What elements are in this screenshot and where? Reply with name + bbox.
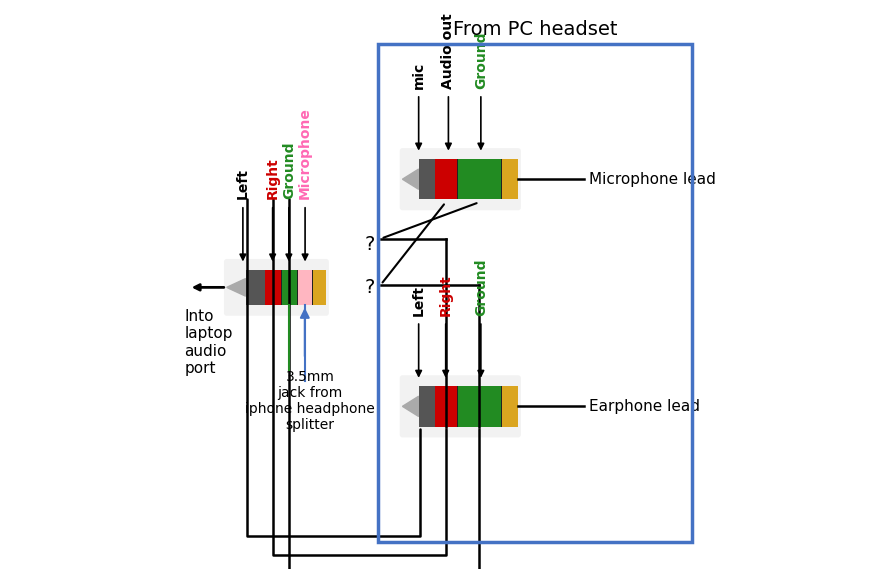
- Bar: [419, 159, 435, 199]
- Bar: [502, 159, 518, 199]
- Polygon shape: [402, 396, 419, 417]
- Text: Right: Right: [439, 274, 453, 316]
- Bar: [282, 270, 297, 305]
- Text: ______: ______: [289, 406, 331, 421]
- Text: Right: Right: [266, 158, 280, 200]
- Text: Ground: Ground: [474, 31, 488, 88]
- Polygon shape: [402, 169, 419, 189]
- Text: Audio out: Audio out: [441, 13, 455, 88]
- Text: ?: ?: [365, 278, 375, 297]
- Text: Ground: Ground: [474, 258, 488, 316]
- Text: Microphone: Microphone: [298, 108, 312, 200]
- Bar: [297, 270, 298, 305]
- Bar: [456, 386, 457, 426]
- Text: Into
laptop
audio
port: Into laptop audio port: [184, 309, 233, 376]
- Bar: [435, 386, 456, 426]
- Text: Left: Left: [412, 285, 425, 316]
- Bar: [457, 159, 501, 199]
- Bar: [457, 386, 501, 426]
- Text: Earphone lead: Earphone lead: [589, 399, 700, 414]
- Bar: [435, 159, 456, 199]
- Text: Ground: Ground: [282, 142, 296, 200]
- Text: ?: ?: [365, 235, 375, 254]
- Bar: [501, 386, 502, 426]
- Bar: [245, 270, 265, 305]
- FancyBboxPatch shape: [224, 259, 329, 316]
- Text: Left: Left: [236, 169, 250, 200]
- Bar: [265, 270, 281, 305]
- FancyBboxPatch shape: [400, 375, 521, 437]
- Bar: [313, 270, 326, 305]
- Bar: [298, 270, 312, 305]
- Text: From PC headset: From PC headset: [453, 19, 618, 39]
- Bar: [456, 159, 457, 199]
- FancyBboxPatch shape: [400, 148, 521, 210]
- Text: mic: mic: [412, 62, 425, 88]
- Bar: [502, 386, 518, 426]
- Bar: [501, 159, 502, 199]
- Bar: [312, 270, 313, 305]
- Bar: [281, 270, 282, 305]
- Polygon shape: [227, 279, 245, 296]
- Bar: [419, 386, 435, 426]
- Text: 3.5mm
jack from
iphone headphone
splitter: 3.5mm jack from iphone headphone splitte…: [245, 370, 375, 433]
- Text: Microphone lead: Microphone lead: [589, 172, 716, 187]
